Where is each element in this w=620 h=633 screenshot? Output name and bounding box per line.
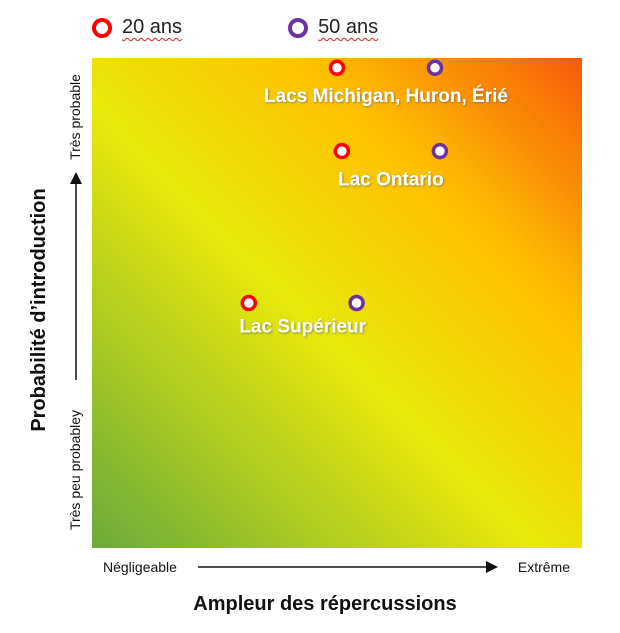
legend-label: 50 ans: [318, 16, 379, 38]
legend-label: 20 ans: [122, 16, 183, 38]
annotations: Lacs Michigan, Huron, Érié Lac Ontario Lac…: [239, 85, 508, 337]
legend-marker-red: [92, 17, 112, 38]
data-points: [240, 59, 449, 312]
region-label-1: Lac Ontario: [338, 169, 444, 190]
y-tick-high: Très probable: [67, 74, 83, 160]
point-20-ans-0: [328, 59, 346, 77]
x-axis-title: Ampleur des répercussions: [193, 593, 456, 615]
point-20-ans-1: [333, 142, 351, 160]
legend-item-20-ans: 20 ans: [92, 16, 182, 39]
point-50-ans-1: [431, 142, 449, 160]
region-label-2: Lac Supérieur: [239, 316, 366, 337]
y-axis-title: Probabilité d’introduction: [28, 188, 50, 431]
legend-marker-purple: [288, 17, 309, 38]
x-tick-high: Extrême: [518, 559, 570, 575]
x-tick-low: Négligeable: [103, 559, 177, 575]
point-20-ans-2: [240, 294, 258, 312]
y-tick-low: Très peu probabley: [67, 410, 83, 530]
plot-area-gradient: [92, 58, 582, 548]
point-50-ans-0: [426, 59, 444, 77]
point-50-ans-2: [348, 294, 365, 312]
legend-item-50-ans: 50 ans: [288, 16, 378, 39]
region-label-0: Lacs Michigan, Huron, Érié: [264, 85, 508, 107]
legend: 20 ans 50 ans: [92, 16, 484, 39]
